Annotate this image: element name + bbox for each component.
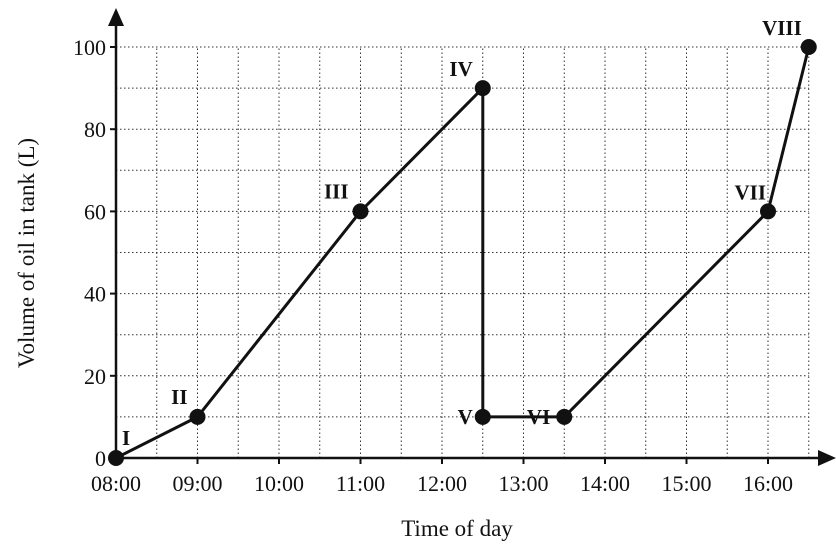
axes	[108, 8, 836, 466]
y-tick-label: 60	[84, 199, 106, 224]
y-tick-label: 0	[95, 446, 106, 471]
data-point-iii	[352, 203, 369, 220]
x-tick-label: 12:00	[417, 471, 467, 496]
x-tick-label: 14:00	[580, 471, 630, 496]
point-label-i: I	[122, 426, 130, 450]
y-tick-label: 100	[73, 35, 106, 60]
x-tick-label: 10:00	[254, 471, 304, 496]
x-tick-label: 11:00	[336, 471, 385, 496]
x-tick-label: 09:00	[172, 471, 222, 496]
data-point-vi	[556, 408, 573, 425]
data-point-v	[474, 408, 491, 425]
series	[108, 39, 817, 466]
x-axis-arrow	[818, 450, 836, 466]
point-label-v: V	[458, 405, 473, 429]
x-tick-label: 08:00	[91, 471, 141, 496]
y-tick-label: 40	[84, 282, 106, 307]
x-tick-label: 16:00	[743, 471, 793, 496]
x-axis-title: Time of day	[401, 516, 513, 541]
point-label-iv: IV	[449, 57, 472, 81]
data-point-viii	[800, 39, 817, 55]
point-label-vii: VII	[734, 180, 766, 204]
y-axis-arrow	[108, 8, 124, 26]
data-point-vii	[760, 203, 776, 220]
y-axis-ticks: 0 20 40 60 80 100	[73, 35, 116, 471]
x-tick-label: 15:00	[661, 471, 711, 496]
point-label-iii: III	[324, 179, 349, 203]
data-point-i	[108, 450, 124, 466]
series-line	[115, 46, 811, 460]
point-label-viii: VIII	[762, 16, 802, 40]
point-label-vi: VI	[527, 405, 550, 429]
data-point-iv	[474, 80, 491, 97]
y-axis-title: Volume of oil in tank (L)	[14, 138, 39, 368]
y-tick-label: 20	[84, 364, 106, 389]
point-label-ii: II	[171, 385, 187, 409]
y-tick-label: 80	[84, 117, 106, 142]
data-point-ii	[189, 408, 206, 425]
x-tick-label: 13:00	[498, 471, 548, 496]
x-axis-ticks: 08:00 09:00 10:00 11:00 12:00 13:00 14:00 15:00…	[91, 458, 793, 496]
